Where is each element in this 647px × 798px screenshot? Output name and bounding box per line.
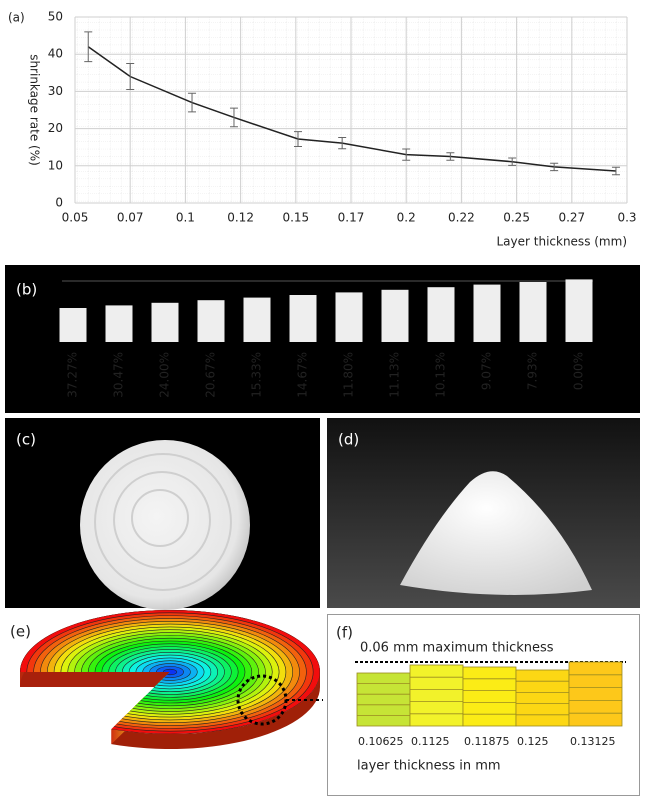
panel-label: (f) <box>336 624 353 642</box>
shrinkage-label: 37.27% <box>66 352 80 398</box>
specimen <box>60 308 87 342</box>
y-tick-label: 0 <box>55 196 63 210</box>
thickness-label: 0.1125 <box>411 735 450 748</box>
max-thickness-label: 0.06 mm maximum thickness <box>360 641 554 656</box>
panel-label: (b) <box>16 281 37 299</box>
specimen <box>290 295 317 342</box>
y-axis-label: shrinkage rate (%) <box>28 54 42 166</box>
disk <box>80 440 250 610</box>
shrinkage-label: 11.13% <box>388 352 402 398</box>
shrinkage-label: 0.00% <box>572 352 586 390</box>
panel-label: (a) <box>8 11 25 25</box>
figure: 0 10 20 30 40 50 0.05 0.07 0.1 0.12 0.15 0.17 0.2 0.2… <box>0 0 647 798</box>
x-tick-label: 0.12 <box>227 211 254 225</box>
thickness-label: 0.125 <box>517 735 549 748</box>
specimen <box>198 300 225 342</box>
x-tick-label: 0.25 <box>503 211 530 225</box>
x-axis-label: Layer thickness (mm) <box>496 235 627 249</box>
shrinkage-label: 24.00% <box>158 352 172 398</box>
layered-model <box>20 610 320 749</box>
shrinkage-label: 20.67% <box>204 352 218 398</box>
specimen <box>336 292 363 342</box>
y-tick-label: 20 <box>48 121 63 135</box>
x-tick-label: 0.1 <box>176 211 195 225</box>
x-tick-label: 0.3 <box>617 211 636 225</box>
x-tick-label: 0.15 <box>282 211 309 225</box>
x-tick-label: 0.05 <box>62 211 89 225</box>
y-tick-label: 10 <box>48 158 63 172</box>
layer-stack <box>357 673 410 726</box>
layer-stack <box>463 667 516 726</box>
specimen <box>520 282 547 342</box>
shrinkage-label: 30.47% <box>112 352 126 398</box>
shrinkage-label: 14.67% <box>296 352 310 398</box>
shrinkage-label: 7.93% <box>526 352 540 390</box>
shrinkage-label: 9.07% <box>480 352 494 390</box>
specimen <box>566 279 593 342</box>
x-tick-label: 0.2 <box>397 211 416 225</box>
panel-label: (c) <box>16 431 36 449</box>
specimen <box>244 298 271 342</box>
thickness-label: 0.11875 <box>464 735 510 748</box>
thickness-label: 0.10625 <box>358 735 404 748</box>
specimen <box>382 290 409 342</box>
layer-stack <box>410 665 463 726</box>
specimen <box>474 285 501 342</box>
shrinkage-label: 10.13% <box>434 352 448 398</box>
shrinkage-label: 11.80% <box>342 352 356 398</box>
specimen <box>428 287 455 342</box>
x-tick-label: 0.17 <box>338 211 365 225</box>
x-tick-label: 0.22 <box>448 211 475 225</box>
panel-label: (e) <box>10 623 31 641</box>
panel-label: (d) <box>338 431 359 449</box>
y-tick-label: 30 <box>48 84 63 98</box>
layer-stack <box>569 662 622 726</box>
specimen <box>152 303 179 342</box>
y-tick-label: 50 <box>48 10 63 24</box>
specimen <box>106 305 133 342</box>
layer-stack <box>516 670 569 726</box>
shrinkage-label: 15.33% <box>250 352 264 398</box>
x-tick-label: 0.07 <box>117 211 144 225</box>
y-tick-label: 40 <box>48 47 63 61</box>
thickness-label: 0.13125 <box>570 735 616 748</box>
f-xlabel: layer thickness in mm <box>357 759 501 774</box>
x-tick-label: 0.27 <box>558 211 585 225</box>
